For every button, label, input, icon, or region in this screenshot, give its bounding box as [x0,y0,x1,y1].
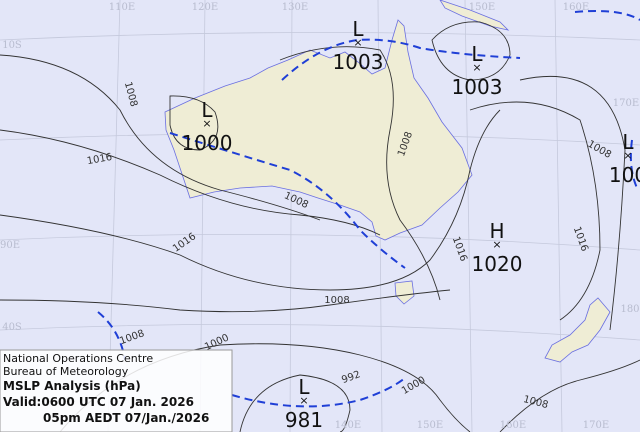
system-pressure: 1003 [452,75,503,99]
grid-label: 150E [469,2,495,13]
grid-label: 170E [613,98,639,109]
system-pressure: 100 [609,163,640,187]
grid-label: 180 [620,304,639,315]
isobars [0,21,640,432]
info-title: MSLP Analysis (hPa) [3,379,141,393]
grid-label: 160E [563,2,589,13]
info-agency: Bureau of Meteorology [3,365,129,378]
system-symbol: L [352,17,364,41]
info-valid-utc: Valid:0600 UTC 07 Jan. 2026 [3,395,194,409]
grid-label: 140E [335,420,361,431]
land [164,0,611,363]
isobar-label: 1016 [86,152,113,167]
grid-label: 120E [192,2,218,13]
system-symbol: L [201,98,213,122]
grid-label: 10S [2,40,22,51]
grid-label: 160E [500,420,526,431]
system-pressure: 1003 [333,50,384,74]
grid-label: 90E [0,240,20,251]
system-cross: × [353,36,362,49]
system-symbol: L [298,375,310,399]
system-symbol: L [622,130,634,154]
info-box [0,349,233,432]
grid-label: 130E [282,2,308,13]
system-cross: × [472,61,481,74]
system-symbol: H [489,219,504,243]
info-valid-local: 05pm AEDT 07/Jan./2026 [43,411,209,425]
troughs [97,10,640,408]
grid-label: 150E [417,420,443,431]
system-cross: × [299,394,308,407]
grid-label: 170E [583,420,609,431]
system-pressure: 1020 [472,252,523,276]
system-cross: × [202,117,211,130]
system-pressure: 981 [285,408,323,432]
info-centre: National Operations Centre [3,352,153,365]
system-cross: × [492,238,501,251]
system-symbol: L [471,42,483,66]
isobar-label: 1008 [324,295,349,306]
system-cross: × [623,149,632,162]
grid-label: 40S [2,322,22,333]
grid-label: 110E [109,2,135,13]
system-pressure: 1000 [182,131,233,155]
